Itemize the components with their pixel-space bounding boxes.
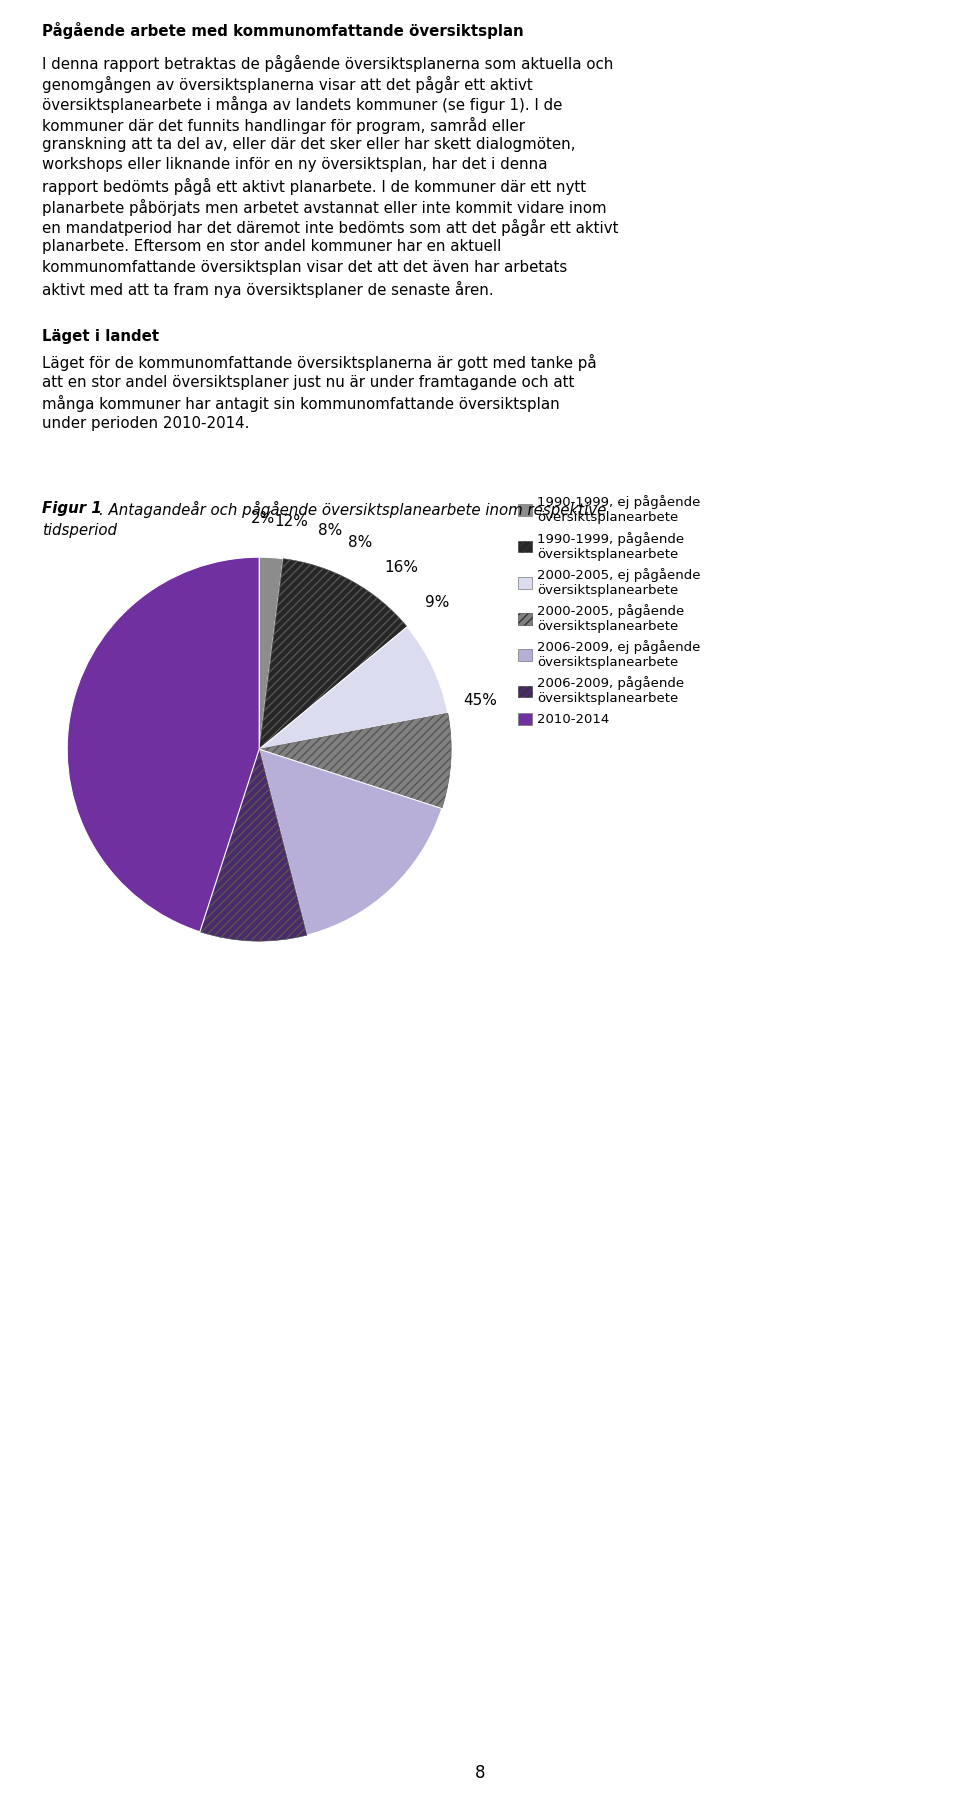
Text: planarbete påbörjats men arbetet avstannat eller inte kommit vidare inom: planarbete påbörjats men arbetet avstann… xyxy=(42,198,607,216)
Wedge shape xyxy=(259,627,447,749)
Text: tidsperiod: tidsperiod xyxy=(42,522,117,538)
Text: under perioden 2010-2014.: under perioden 2010-2014. xyxy=(42,415,250,430)
Wedge shape xyxy=(200,749,307,941)
Text: kommunomfattande översiktsplan visar det att det även har arbetats: kommunomfattande översiktsplan visar det… xyxy=(42,259,567,276)
Text: workshops eller liknande inför en ny översiktsplan, har det i denna: workshops eller liknande inför en ny öve… xyxy=(42,158,548,172)
Text: 2%: 2% xyxy=(252,511,276,526)
Wedge shape xyxy=(259,557,283,749)
Wedge shape xyxy=(259,749,442,936)
Text: genomgången av översiktsplanerna visar att det pågår ett aktivt: genomgången av översiktsplanerna visar a… xyxy=(42,76,533,92)
Text: Pågående arbete med kommunomfattande översiktsplan: Pågående arbete med kommunomfattande öve… xyxy=(42,22,524,40)
Text: 8%: 8% xyxy=(348,535,372,549)
Legend: 1990-1999, ej pågående
översiktsplanearbete, 1990-1999, pågående
översiktsplanea: 1990-1999, ej pågående översiktsplanearb… xyxy=(518,495,701,727)
Wedge shape xyxy=(259,713,451,809)
Text: Figur 1: Figur 1 xyxy=(42,500,102,517)
Text: I denna rapport betraktas de pågående översiktsplanerna som aktuella och: I denna rapport betraktas de pågående öv… xyxy=(42,54,613,73)
Text: granskning att ta del av, eller där det sker eller har skett dialogmöten,: granskning att ta del av, eller där det … xyxy=(42,138,576,152)
Text: 16%: 16% xyxy=(384,560,418,575)
Text: 8%: 8% xyxy=(319,522,343,538)
Text: 12%: 12% xyxy=(275,513,308,529)
Text: kommuner där det funnits handlingar för program, samråd eller: kommuner där det funnits handlingar för … xyxy=(42,116,525,134)
Text: rapport bedömts pågå ett aktivt planarbete. I de kommuner där ett nytt: rapport bedömts pågå ett aktivt planarbe… xyxy=(42,178,587,196)
Text: 8: 8 xyxy=(475,1764,485,1782)
Text: Läget för de kommunomfattande översiktsplanerna är gott med tanke på: Läget för de kommunomfattande översiktsp… xyxy=(42,354,597,372)
Text: en mandatperiod har det däremot inte bedömts som att det pågår ett aktivt: en mandatperiod har det däremot inte bed… xyxy=(42,219,619,236)
Text: 9%: 9% xyxy=(424,595,449,611)
Text: många kommuner har antagit sin kommunomfattande översiktsplan: många kommuner har antagit sin kommunomf… xyxy=(42,395,560,412)
Wedge shape xyxy=(67,557,259,932)
Text: aktivt med att ta fram nya översiktsplaner de senaste åren.: aktivt med att ta fram nya översiktsplan… xyxy=(42,281,493,297)
Text: planarbete. Eftersom en stor andel kommuner har en aktuell: planarbete. Eftersom en stor andel kommu… xyxy=(42,239,502,254)
Text: . Antagandeår och pågående översiktsplanearbete inom respektive: . Antagandeår och pågående översiktsplan… xyxy=(99,500,607,519)
Text: 45%: 45% xyxy=(464,693,497,707)
Text: Läget i landet: Läget i landet xyxy=(42,328,159,344)
Wedge shape xyxy=(259,558,407,749)
Text: översiktsplanearbete i många av landets kommuner (se figur 1). I de: översiktsplanearbete i många av landets … xyxy=(42,96,563,112)
Text: att en stor andel översiktsplaner just nu är under framtagande och att: att en stor andel översiktsplaner just n… xyxy=(42,375,575,390)
